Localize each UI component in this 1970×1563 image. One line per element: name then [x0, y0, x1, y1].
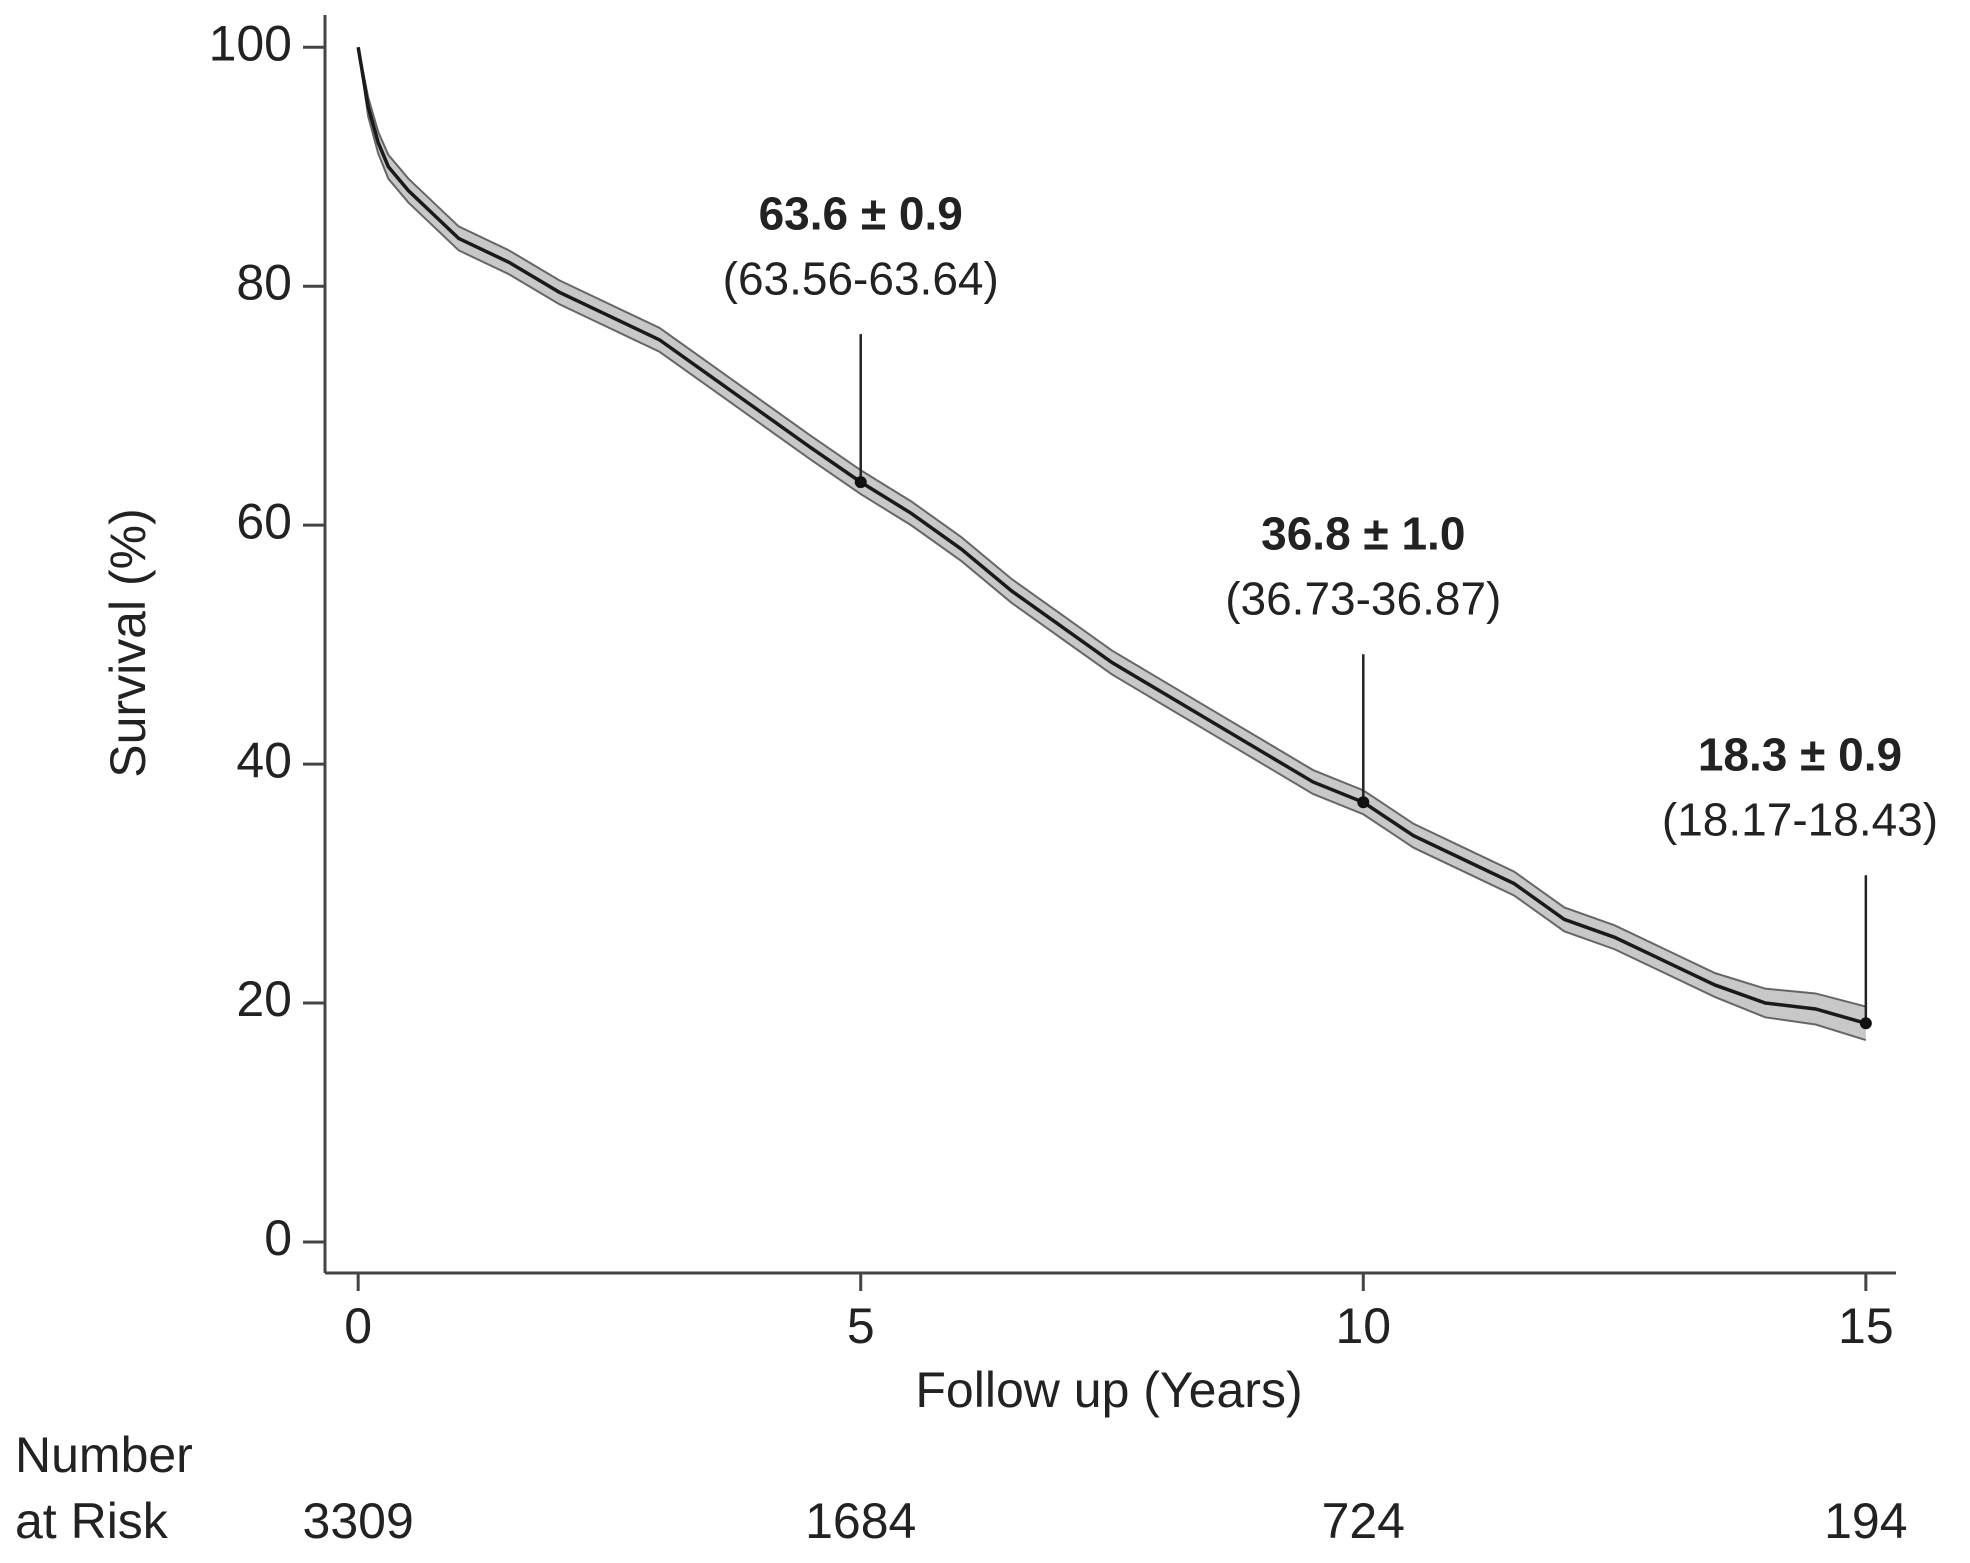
y-tick-label: 60: [236, 493, 292, 549]
annotation-point: [1859, 1017, 1872, 1030]
y-tick-label: 100: [209, 15, 292, 71]
risk-label: at Risk: [15, 1493, 169, 1549]
risk-label: Number: [15, 1427, 193, 1483]
annotation-value: 18.3 ± 0.9: [1698, 728, 1902, 780]
y-tick-label: 40: [236, 732, 292, 788]
confidence-band: [358, 47, 1866, 1041]
annotation-ci: (63.56-63.64): [723, 252, 999, 304]
risk-count: 724: [1322, 1493, 1405, 1549]
x-tick-label: 10: [1335, 1298, 1391, 1354]
annotation-ci: (36.73-36.87): [1225, 572, 1501, 624]
x-tick-label: 15: [1838, 1298, 1894, 1354]
risk-count: 3309: [303, 1493, 414, 1549]
annotation-point: [1357, 796, 1370, 809]
ci-lower-edge: [357, 47, 1867, 1041]
y-tick-label: 80: [236, 254, 292, 310]
x-axis-title: Follow up (Years): [915, 1362, 1302, 1418]
y-axis-title: Survival (%): [100, 508, 156, 777]
risk-count: 194: [1824, 1493, 1907, 1549]
x-tick-label: 5: [847, 1298, 875, 1354]
ci-upper-edge: [357, 47, 1867, 1008]
risk-count: 1684: [805, 1493, 916, 1549]
annotation-ci: (18.17-18.43): [1662, 793, 1938, 845]
y-tick-label: 0: [264, 1210, 292, 1266]
annotation-value: 36.8 ± 1.0: [1261, 507, 1465, 559]
x-tick-label: 0: [344, 1298, 372, 1354]
annotation-point: [854, 476, 867, 489]
y-tick-label: 20: [236, 971, 292, 1027]
survival-line: [356, 46, 1867, 1025]
annotation-value: 63.6 ± 0.9: [759, 187, 963, 239]
